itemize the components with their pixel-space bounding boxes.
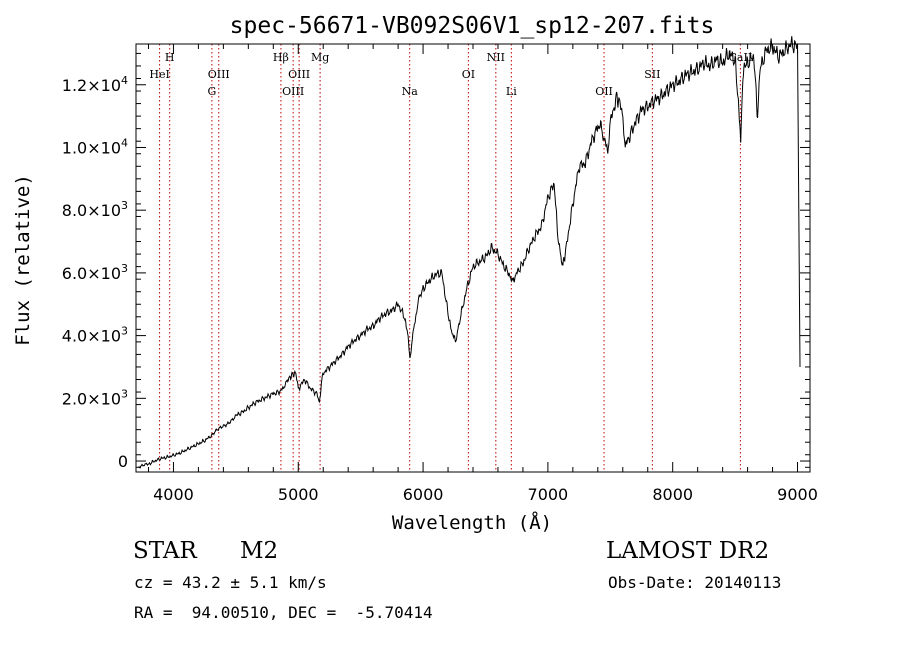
y-tick-label-3: 6.0×103 xyxy=(62,262,128,283)
y-tick-label-2: 4.0×103 xyxy=(62,325,128,346)
x-tick-label-5: 9000 xyxy=(777,485,818,504)
line-marker-label-7: Mg xyxy=(311,51,329,64)
line-marker-label-6: OIII xyxy=(288,68,310,81)
x-tick-label-1: 5000 xyxy=(278,485,319,504)
line-marker-label-4: Hβ xyxy=(273,51,289,64)
y-tick-label-0: 0 xyxy=(118,452,128,471)
y-tick-label-5: 1.0×104 xyxy=(62,136,128,157)
spectrum-line-0 xyxy=(138,36,801,469)
plot-frame xyxy=(135,43,811,473)
velocity-readout: cz = 43.2 ± 5.1 km/s xyxy=(134,573,327,592)
survey-name: LAMOST DR2 xyxy=(606,538,770,564)
chart-title: spec-56671-VB092S06V1_sp12-207.fits xyxy=(230,13,715,39)
line-marker-label-9: OI xyxy=(462,68,475,81)
x-tick-label-2: 6000 xyxy=(403,485,444,504)
object-class: STAR xyxy=(133,538,197,564)
y-axis: 0 2.0×103 4.0×103 6.0×103 8.0×103 1.0×104 1.2×… xyxy=(62,52,810,471)
x-tick-label-0: 4000 xyxy=(153,485,194,504)
spectrum-series xyxy=(138,36,801,469)
x-tick-label-3: 7000 xyxy=(528,485,569,504)
line-marker-label-5: OIII xyxy=(282,85,304,98)
line-marker-label-8: Na xyxy=(402,85,419,98)
y-tick-label-4: 8.0×103 xyxy=(62,199,128,220)
x-axis: 4000 5000 6000 7000 8000 9000 xyxy=(147,44,818,504)
line-marker-label-10: NII xyxy=(487,51,505,64)
y-tick-label-1: 2.0×103 xyxy=(62,387,128,408)
line-marker-label-12: OII xyxy=(595,85,613,98)
line-marker-label-2: G xyxy=(207,85,216,98)
y-axis-label: Flux (relative) xyxy=(12,174,34,346)
line-marker-label-0: HeI xyxy=(149,68,169,81)
line-marker-label-1: H xyxy=(165,51,175,64)
x-axis-label: Wavelength (Å) xyxy=(392,511,552,534)
x-tick-label-4: 8000 xyxy=(652,485,693,504)
observation-date: Obs-Date: 20140113 xyxy=(608,573,782,592)
line-marker-label-13: SII xyxy=(644,68,660,81)
line-marker-label-3: OIII xyxy=(208,68,230,81)
object-subclass: M2 xyxy=(240,538,279,564)
y-tick-label-6: 1.2×104 xyxy=(62,74,128,95)
coordinates-readout: RA = 94.00510, DEC = -5.70414 xyxy=(134,603,433,622)
line-marker-label-11: Li xyxy=(506,85,517,98)
